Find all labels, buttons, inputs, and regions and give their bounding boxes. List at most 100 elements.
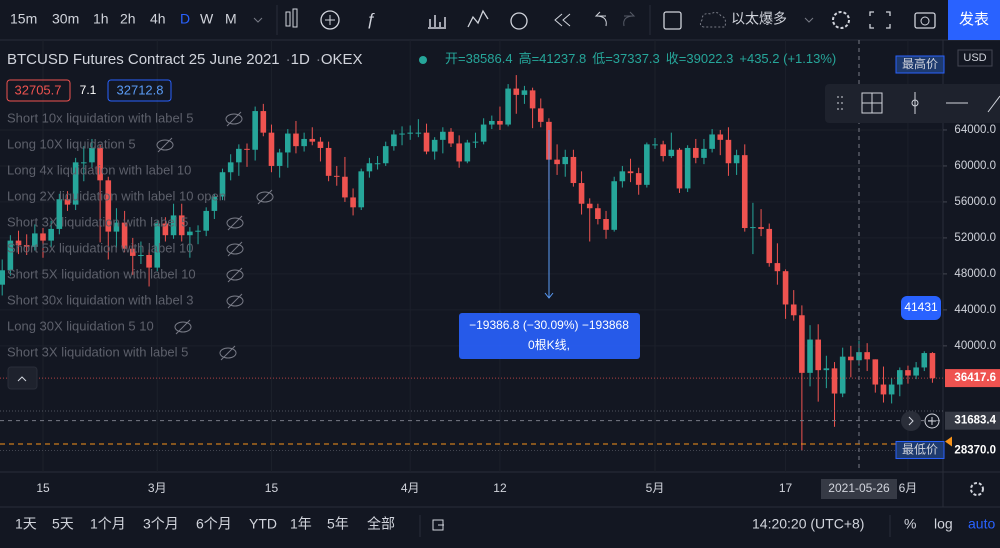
eye-off-icon[interactable] xyxy=(226,269,244,281)
candle-body xyxy=(105,180,112,232)
y-tick-label: 64000.0 xyxy=(954,124,996,136)
candle-body xyxy=(423,132,430,152)
ohlc: 开=38586.4 高=41237.8 低=37337.3 收=39022.3 +435… xyxy=(445,51,836,66)
candle-body xyxy=(521,90,528,95)
add-button[interactable] xyxy=(924,413,940,429)
candle-body xyxy=(750,227,756,229)
range-button[interactable]: 5年 xyxy=(327,516,349,532)
candle-body xyxy=(758,227,764,229)
interval-button[interactable]: 2h xyxy=(120,11,136,27)
candle-body xyxy=(823,368,830,371)
interval-button[interactable]: 30m xyxy=(52,11,79,27)
publish-text[interactable]: 发表 xyxy=(959,11,989,28)
exchange: OKEX xyxy=(321,51,363,68)
eye-off-icon[interactable] xyxy=(256,191,274,203)
candle-body xyxy=(227,162,234,173)
status-dot xyxy=(419,56,427,64)
candle-body xyxy=(578,183,585,204)
price-label: 36417.6 xyxy=(954,372,996,384)
measure-box xyxy=(459,313,640,359)
eye-off-icon[interactable] xyxy=(156,139,174,151)
indicator-label[interactable]: Short 5x liquidation with label 10 xyxy=(7,240,193,255)
candle-body xyxy=(260,111,267,133)
candle-body xyxy=(831,368,838,394)
candle-body xyxy=(652,144,658,146)
indicator-label[interactable]: Long 30X liquidation 5 10 xyxy=(7,318,154,333)
interval-button[interactable]: M xyxy=(225,11,237,27)
ohlc-value: 开=38586.4 xyxy=(445,51,513,66)
candle-body xyxy=(382,146,389,164)
spread: 7.1 xyxy=(80,83,97,97)
eye-off-icon[interactable] xyxy=(226,243,244,255)
eye-off-icon[interactable] xyxy=(174,321,192,333)
eye-off-icon[interactable] xyxy=(219,347,237,359)
indicator-label[interactable]: Short 3X liquidation with label 5 xyxy=(7,344,188,359)
symbol: BTCUSD Futures Contract 25 June 2021 xyxy=(7,51,280,68)
interval-button[interactable]: 15m xyxy=(10,11,37,27)
layout-name[interactable]: 以太爆多 xyxy=(731,11,787,27)
range-button[interactable]: 6个月 xyxy=(196,516,232,532)
candle-body xyxy=(497,120,503,125)
measure-text: 0根K线, xyxy=(528,338,570,352)
range-button[interactable]: 5天 xyxy=(52,516,74,532)
range-button[interactable]: 1年 xyxy=(290,516,312,532)
indicator-label[interactable]: Short 5X liquidation with label 10 xyxy=(7,266,196,281)
candle-body xyxy=(350,197,356,208)
range-button[interactable]: YTD xyxy=(249,516,277,532)
y-tick-label: 52000.0 xyxy=(954,232,996,244)
candle-body xyxy=(554,159,560,165)
candle-body xyxy=(268,132,275,166)
interval-button[interactable]: D xyxy=(180,11,190,27)
candle-body xyxy=(839,356,846,394)
candle-body xyxy=(619,171,626,182)
eye-off-icon[interactable] xyxy=(225,113,243,125)
currency-box xyxy=(957,49,993,67)
candle-body xyxy=(586,203,593,209)
price-label-box xyxy=(945,441,1000,460)
candle-body xyxy=(366,163,373,172)
candle-body xyxy=(872,359,879,385)
indicator-label[interactable]: Long 10X liquidation 5 xyxy=(7,136,136,151)
candle-body xyxy=(170,215,177,236)
candle-body xyxy=(89,147,95,163)
indicator-label[interactable]: Short 3X liquidation with label 5 xyxy=(7,214,188,229)
scroll-button[interactable] xyxy=(901,411,921,431)
low-label: 最低价 xyxy=(902,443,938,457)
range-button[interactable]: 3个月 xyxy=(143,516,179,532)
x-tick-label: 15 xyxy=(36,481,50,495)
candle-body xyxy=(717,134,724,140)
indicator-label[interactable]: Short 10x liquidation with label 5 xyxy=(7,110,193,125)
collapse-icon xyxy=(17,376,27,382)
indicator-label[interactable]: Short 30x liquidation with label 3 xyxy=(7,292,193,307)
range-button[interactable]: 全部 xyxy=(367,516,395,532)
alert-badge xyxy=(901,296,941,320)
candle-body xyxy=(113,222,120,232)
crosshair-date-box xyxy=(821,479,897,499)
candle-body xyxy=(660,144,666,157)
candle-body xyxy=(725,139,732,164)
indicator-label[interactable]: Long 2X liquidation with label 10 open xyxy=(7,188,226,203)
eye-off-icon[interactable] xyxy=(226,217,244,229)
percent-toggle[interactable]: % xyxy=(904,516,916,532)
alert-marker xyxy=(945,436,952,447)
interval-button[interactable]: 1h xyxy=(93,11,109,27)
interval-button[interactable]: 4h xyxy=(150,11,166,27)
eye-off-slash xyxy=(226,111,242,127)
auto-toggle[interactable]: auto xyxy=(968,516,995,532)
price-label: 31683.4 xyxy=(954,415,996,427)
candle-body xyxy=(505,88,511,125)
candle-body xyxy=(611,181,617,230)
log-toggle[interactable]: log xyxy=(934,516,953,532)
range-button[interactable]: 1天 xyxy=(15,516,37,532)
indicator-label[interactable]: Long 4x liquidation with label 10 xyxy=(7,162,191,177)
publish-button[interactable] xyxy=(948,0,1000,40)
candle-body xyxy=(799,315,805,373)
candle-body xyxy=(15,240,22,246)
candle-body xyxy=(121,222,128,249)
range-button[interactable]: 1个月 xyxy=(90,516,126,532)
candle-body xyxy=(236,148,242,163)
x-tick-label: 6月 xyxy=(899,481,918,495)
interval-button[interactable]: W xyxy=(200,11,214,27)
eye-off-icon[interactable] xyxy=(226,295,244,307)
